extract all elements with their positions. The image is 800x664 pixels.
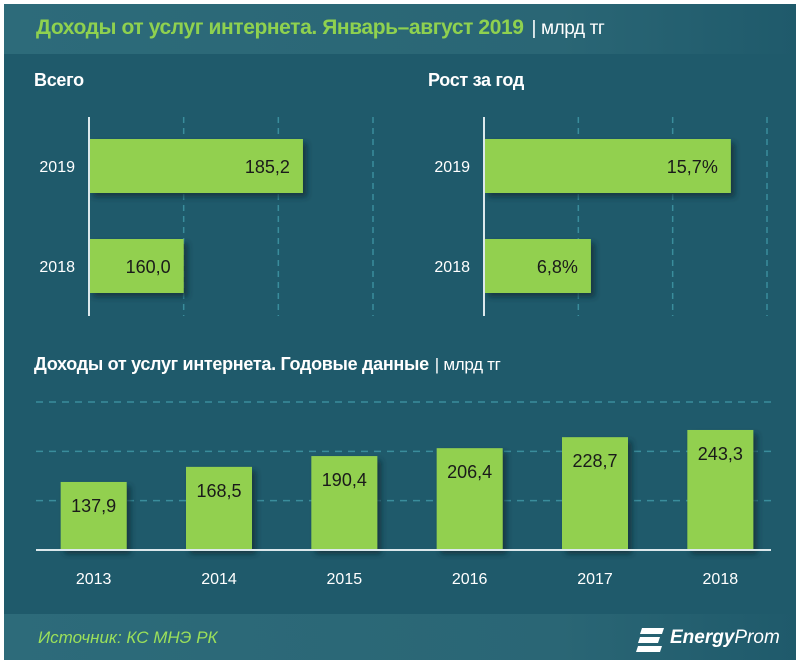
x-tick-label: 2016 [452,571,488,588]
logo-text-bold: Energy [670,627,735,648]
bar [484,239,591,293]
x-tick-label: 2014 [201,571,237,588]
chart-total-title: Всего [34,70,84,90]
growth-bar-chart: 2019 15,7% 2018 6,8% [434,117,768,316]
logo-text-rest: Prom [734,627,780,648]
bar [89,139,303,193]
category-label: 2019 [39,159,75,176]
annual-bar-chart: 137,9 2013 168,5 2014 190,4 2015 206,4 2016 228,… [36,401,771,588]
logo-icon [636,628,664,652]
charts-svg: 2019 185,2 2018 160,0 2019 15,7% 2018 6,8% 137… [36,117,771,588]
x-tick-label: 2017 [577,571,613,588]
footer-band [4,614,796,660]
bar [311,456,378,550]
category-label: 2018 [39,259,75,276]
total-bar-chart: 2019 185,2 2018 160,0 [39,117,374,316]
x-tick-label: 2015 [327,571,363,588]
data-label: 6,8% [537,257,578,277]
infographic-card: Доходы от услуг интернета. Январь–август… [4,4,796,660]
bar [484,139,731,193]
infographic-title: Доходы от услуг интернета. Январь–август… [36,16,605,40]
title-band: Доходы от услуг интернета. Январь–август… [4,4,796,54]
data-label: 185,2 [245,157,290,177]
data-label: 160,0 [126,257,171,277]
title-unit: | млрд тг [531,18,605,39]
bar [687,429,754,550]
category-label: 2018 [434,259,470,276]
bar [186,466,252,550]
data-label: 206,4 [447,462,492,482]
x-tick-label: 2013 [76,571,112,588]
data-label: 228,7 [572,451,617,471]
data-label: 15,7% [667,157,718,177]
logo-text: EnergyProm [670,627,780,649]
annual-title-text: Доходы от услуг интернета. Годовые данны… [34,354,429,374]
title-text: Доходы от услуг интернета. Январь–август… [36,16,524,39]
data-label: 168,5 [196,481,241,501]
bar [562,437,628,550]
chart-growth-title: Рост за год [428,70,525,90]
data-label: 190,4 [322,470,367,490]
annual-title-unit: | млрд тг [434,355,501,374]
chart-annual-title: Доходы от услуг интернета. Годовые данны… [34,354,501,375]
bar [436,448,503,550]
bar [89,239,184,293]
source-note: Источник: КС МНЭ РК [38,628,218,647]
x-tick-label: 2018 [703,571,739,588]
data-label: 243,3 [698,444,743,464]
category-label: 2019 [434,159,470,176]
bar [60,481,127,550]
data-label: 137,9 [71,496,116,516]
energyprom-logo: EnergyProm [636,624,796,654]
